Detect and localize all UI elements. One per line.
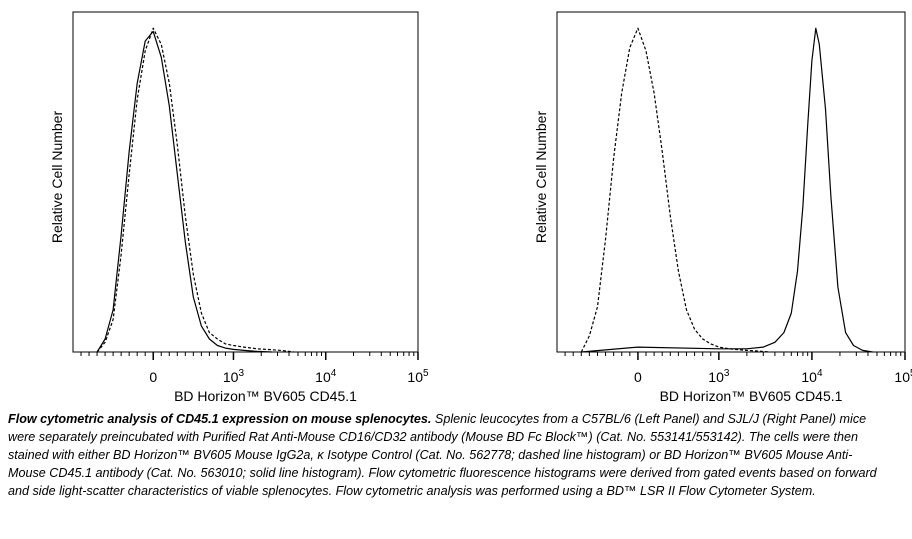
x-tick-label: 104: [315, 368, 337, 385]
x-tick-label: 104: [801, 368, 823, 385]
x-tick-label: 103: [708, 368, 730, 385]
figure-charts: 0 103 104 105 BD Horizon™ BV605 CD45.1 Relati…: [49, 11, 912, 404]
plot-frame: [556, 11, 906, 353]
cd45-1-histogram: [96, 30, 272, 353]
left-histogram-panel: 0 103 104 105 BD Horizon™ BV605 CD45.1 Relati…: [49, 11, 429, 404]
isotype-control-histogram: [96, 27, 294, 353]
y-axis-label: Relative Cell Number: [533, 111, 549, 244]
x-tick-label: 105: [407, 368, 429, 385]
x-tick-label: 103: [223, 368, 245, 385]
cd45-1-histogram: [581, 27, 873, 353]
x-axis-label: BD Horizon™ BV605 CD45.1: [660, 388, 843, 404]
caption-title: Flow cytometric analysis of CD45.1 expre…: [8, 412, 432, 426]
y-axis-label: Relative Cell Number: [49, 111, 65, 244]
x-tick-label: 0: [149, 369, 157, 385]
x-tick-label: 105: [894, 368, 912, 385]
caption-body: Splenic leucocytes from a C57BL/6 (Left …: [8, 412, 877, 498]
plot-frame: [72, 11, 419, 353]
right-histogram-panel: 0 103 104 105 BD Horizon™ BV605 CD45.1 Relati…: [533, 11, 912, 404]
x-tick-label: 0: [634, 369, 642, 385]
x-axis-label: BD Horizon™ BV605 CD45.1: [174, 388, 357, 404]
figure-caption: Flow cytometric analysis of CD45.1 expre…: [8, 410, 888, 500]
isotype-control-histogram: [580, 27, 770, 353]
